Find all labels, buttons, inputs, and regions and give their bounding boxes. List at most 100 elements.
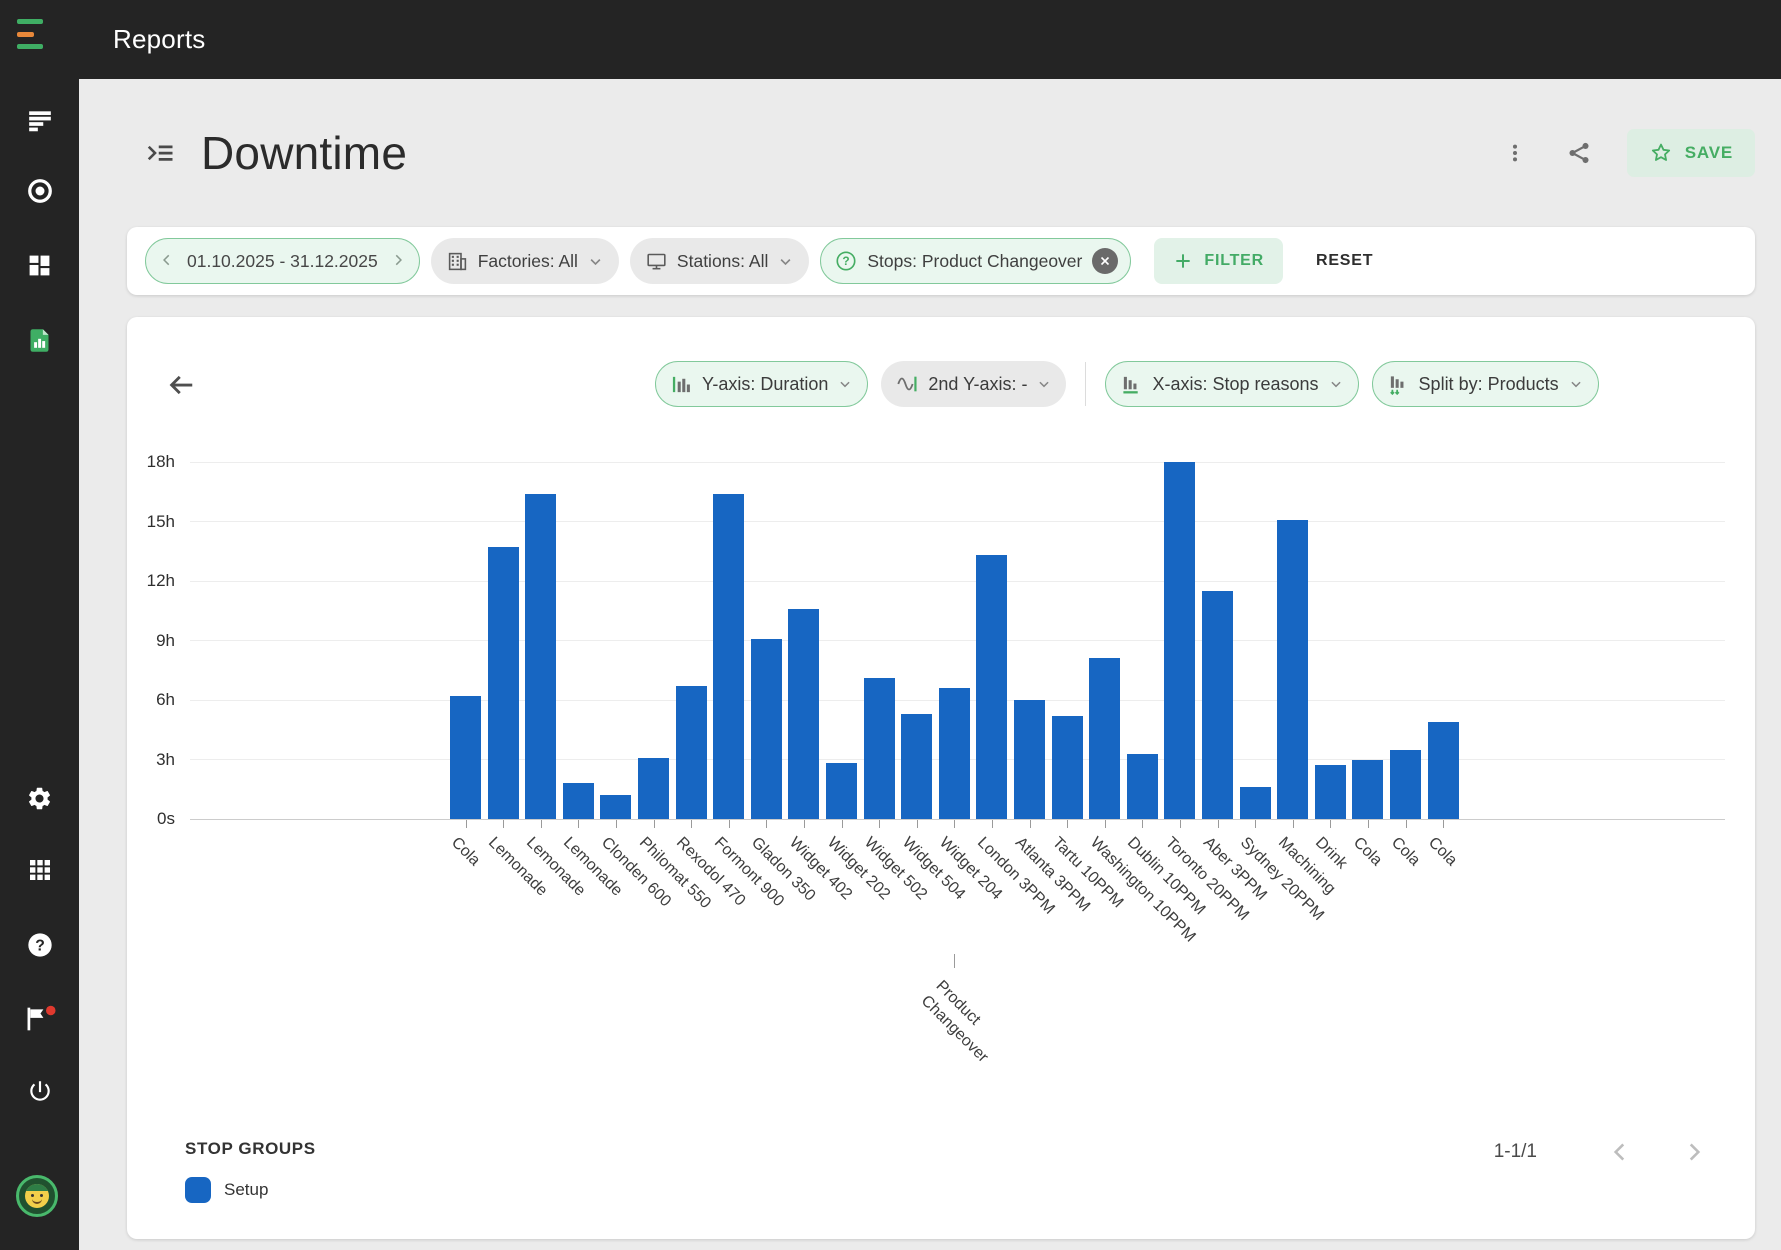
logo-bar-green-top	[17, 19, 43, 24]
add-filter-button[interactable]: FILTER	[1154, 238, 1283, 284]
chart-bar	[713, 493, 745, 819]
second-y-axis-select[interactable]: 2nd Y-axis: -	[881, 361, 1067, 407]
x-axis-tick	[1142, 820, 1144, 828]
x-axis-tick	[1405, 820, 1407, 828]
y-axis-tick-label: 15h	[146, 511, 175, 531]
sidebar-item-record[interactable]	[0, 167, 79, 215]
y-axis-bars-icon	[672, 376, 690, 392]
share-button[interactable]	[1559, 133, 1599, 173]
x-axis-tick	[916, 820, 918, 828]
sidebar-item-apps[interactable]	[0, 846, 79, 894]
stop-groups-title: STOP GROUPS	[185, 1139, 316, 1158]
sidebar-item-reports-active[interactable]	[0, 316, 79, 364]
sidebar-item-report-list[interactable]	[0, 96, 79, 144]
x-axis-tick	[991, 820, 993, 828]
gridline	[190, 640, 1725, 641]
chart-bar	[1390, 749, 1421, 819]
x-axis-tick	[803, 820, 805, 828]
top-bar: Reports	[79, 0, 1781, 79]
arrow-left-icon	[169, 375, 193, 395]
more-options-button[interactable]	[1495, 133, 1535, 173]
date-range-filter[interactable]: 01.10.2025 - 31.12.2025	[145, 238, 420, 284]
chart-bar	[1014, 700, 1045, 819]
x-axis-tick	[1104, 820, 1106, 828]
help-icon: ?	[27, 933, 52, 957]
user-avatar[interactable]	[16, 1175, 58, 1217]
x-axis-tick	[766, 820, 768, 828]
station-monitor-icon	[647, 253, 666, 269]
chart-card: Y-axis: Duration 2nd Y-axis: -	[127, 317, 1755, 1239]
date-prev-button[interactable]	[160, 253, 174, 270]
chart-bar	[1427, 721, 1459, 819]
x-axis-value: X-axis: Stop reasons	[1152, 373, 1319, 394]
controls-divider	[1085, 362, 1087, 406]
help-circle-icon: ?	[836, 251, 856, 271]
x-axis-group-tick	[954, 954, 956, 968]
legend-prev-button[interactable]	[1603, 1135, 1637, 1169]
legend-swatch	[185, 1177, 211, 1203]
x-axis-tick	[728, 820, 730, 828]
dashboard-icon	[29, 255, 50, 275]
back-button[interactable]	[163, 367, 199, 403]
main-content: Downtime SAVE	[79, 79, 1781, 1250]
app-section-title: Reports	[113, 24, 206, 54]
toggle-report-list-button[interactable]	[143, 136, 177, 170]
reset-filters-button[interactable]: RESET	[1315, 252, 1374, 269]
legend-item[interactable]: Setup	[185, 1177, 268, 1203]
x-axis-category-label: Cola	[447, 834, 483, 870]
stops-filter-value: Stops: Product Changeover	[867, 250, 1083, 271]
legend-next-button[interactable]	[1677, 1135, 1711, 1169]
chart-bar	[487, 547, 519, 819]
sidebar-item-settings[interactable]	[0, 774, 79, 822]
factories-filter-value: Factories: All	[477, 250, 578, 271]
chart-bar	[788, 608, 820, 819]
stations-filter[interactable]: Stations: All	[629, 238, 810, 284]
chart-bar	[1051, 715, 1083, 819]
logo-bar-orange	[17, 31, 34, 37]
y-axis-tick-label: 0s	[157, 809, 175, 828]
apps-grid-icon	[29, 860, 50, 880]
y-axis-tick-label: 18h	[146, 452, 175, 471]
chart-bar	[863, 678, 895, 819]
x-axis-group-label: Product Changeover	[918, 977, 992, 1066]
x-axis-tick	[954, 820, 956, 828]
x-axis-tick	[1067, 820, 1069, 828]
svg-text:?: ?	[35, 937, 45, 954]
sidebar-item-logout[interactable]	[0, 1067, 79, 1115]
y-axis-tick-label: 6h	[156, 690, 175, 709]
x-axis-tick	[465, 820, 467, 828]
remove-stops-filter-button[interactable]	[1092, 248, 1119, 274]
factories-filter[interactable]: Factories: All	[430, 238, 619, 284]
chart-bar	[901, 713, 933, 819]
chart-bar	[1314, 765, 1346, 819]
date-next-button[interactable]	[391, 253, 405, 270]
page-title: Downtime	[201, 127, 408, 179]
save-button[interactable]: SAVE	[1626, 129, 1755, 177]
report-document-chart-icon	[30, 328, 49, 352]
x-axis-tick	[1330, 820, 1332, 828]
second-y-axis-value: 2nd Y-axis: -	[928, 373, 1028, 394]
x-axis-select[interactable]: X-axis: Stop reasons	[1105, 361, 1359, 407]
chevron-down-icon	[840, 381, 851, 388]
x-axis-tick	[1367, 820, 1369, 828]
x-axis-category-label: Cola	[1387, 834, 1423, 870]
chevron-left-icon	[163, 254, 170, 265]
x-axis-tick	[691, 820, 693, 828]
y-axis-select[interactable]: Y-axis: Duration	[655, 361, 869, 407]
chart-bar	[525, 493, 557, 819]
x-axis-tick	[879, 820, 881, 828]
y-axis-tick-label: 3h	[156, 749, 175, 769]
app-menu-logo[interactable]	[17, 19, 45, 49]
legend-label: Setup	[224, 1180, 269, 1199]
sidebar-item-help[interactable]: ?	[0, 921, 79, 969]
sidebar-item-feedback[interactable]	[0, 995, 79, 1043]
chart-bar	[1164, 462, 1196, 819]
x-axis-tick	[1217, 820, 1219, 828]
chart-bar	[1352, 759, 1384, 819]
avatar-face-icon	[25, 1184, 49, 1208]
chevron-left-icon	[1613, 1143, 1625, 1161]
split-by-select[interactable]: Split by: Products	[1371, 361, 1599, 407]
stops-filter-chip[interactable]: ? Stops: Product Changeover	[820, 238, 1132, 284]
sidebar-item-dashboard[interactable]	[0, 241, 79, 289]
x-axis-bars-icon	[1123, 376, 1139, 393]
